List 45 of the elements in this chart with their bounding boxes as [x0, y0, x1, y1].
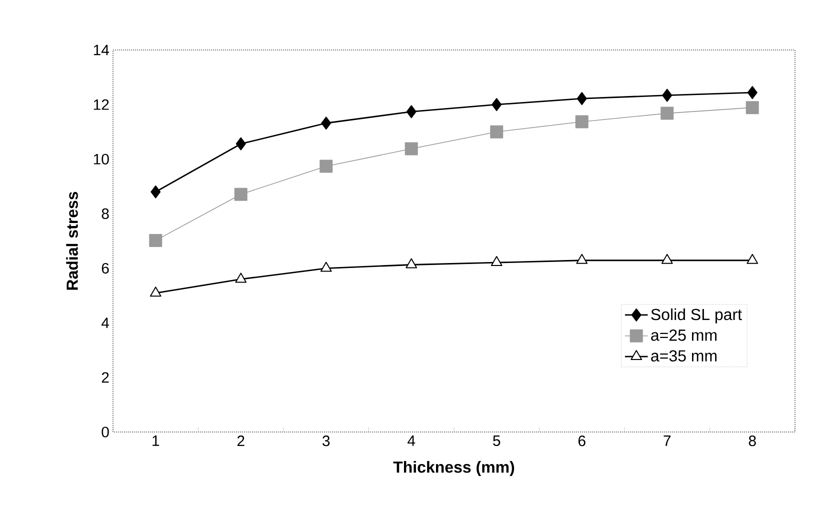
point: [746, 254, 758, 264]
point: [406, 105, 416, 118]
point: [661, 254, 673, 264]
point: [320, 160, 333, 173]
point: [660, 106, 674, 120]
point: [492, 98, 502, 112]
point: [575, 115, 588, 128]
x-tick-label: 2: [237, 436, 244, 446]
legend-label: a=35 mm: [651, 350, 716, 362]
point: [406, 258, 418, 268]
y-tick-label: 14: [94, 44, 110, 56]
point: [149, 234, 162, 247]
x-tick-label: 1: [152, 436, 160, 446]
point: [576, 254, 588, 264]
y-tick-label: 10: [94, 154, 109, 164]
point: [150, 185, 161, 198]
y-tick-label: 6: [102, 262, 109, 274]
point: [747, 86, 758, 100]
y-tick-label: 4: [101, 318, 110, 328]
y-tick-label: 2: [102, 372, 109, 383]
y-tick-label: 12: [94, 99, 109, 110]
legend-label: Solid SL part: [651, 308, 742, 324]
x-axis-title: Thickness (mm): [393, 461, 514, 476]
point: [746, 101, 759, 114]
x-tick-label: 5: [493, 436, 500, 446]
x-tick-label: 7: [664, 436, 671, 446]
y-axis-title: Radial stress: [66, 192, 78, 290]
y-tick-label: 0: [102, 426, 109, 438]
y-tick-label: 8: [102, 208, 109, 220]
point: [490, 125, 504, 138]
x-tick-label: 8: [748, 436, 756, 446]
legend-label: a=25 mm: [651, 330, 716, 341]
point: [662, 88, 672, 102]
point: [320, 262, 332, 272]
point: [321, 116, 332, 130]
point: [150, 286, 162, 297]
point: [234, 188, 248, 201]
point: [235, 272, 247, 283]
x-tick-label: 6: [578, 436, 586, 446]
point: [490, 256, 502, 266]
x-tick-label: 4: [408, 436, 416, 446]
point: [236, 137, 246, 150]
x-tick-label: 3: [322, 436, 330, 446]
point: [404, 142, 418, 156]
point: [576, 92, 587, 106]
